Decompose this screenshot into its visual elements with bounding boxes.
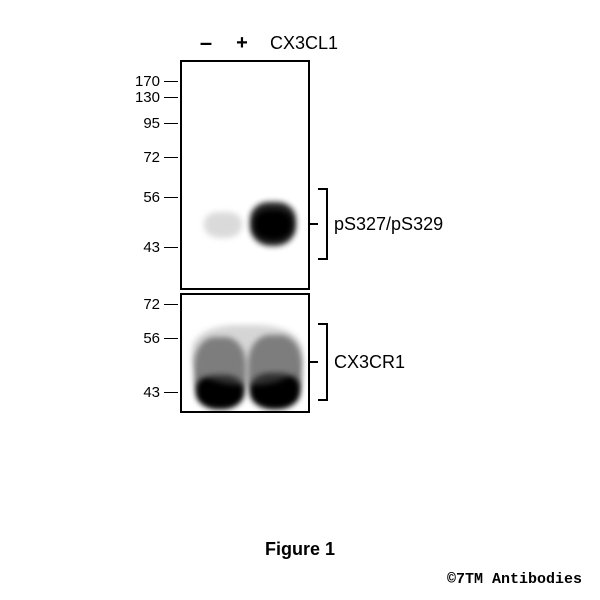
figure-container: – + CX3CL1 pS327/pS329 CX3CR1 1701309572… — [120, 60, 470, 413]
mw-tick — [164, 247, 178, 249]
side-label-total: CX3CR1 — [310, 323, 405, 401]
blot-band — [192, 325, 302, 385]
mw-tick — [164, 97, 178, 99]
phospho-label-text: pS327/pS329 — [334, 214, 443, 235]
mw-tick — [164, 157, 178, 159]
bracket-stub — [310, 361, 318, 363]
mw-value: 43 — [132, 239, 160, 256]
mw-value: 95 — [132, 115, 160, 132]
mw-value: 130 — [132, 89, 160, 106]
mw-value: 72 — [132, 149, 160, 166]
mw-tick — [164, 123, 178, 125]
total-label-text: CX3CR1 — [334, 352, 405, 373]
mw-marker: 56 — [132, 189, 178, 206]
mw-value: 72 — [132, 296, 160, 313]
bracket — [318, 323, 328, 401]
blot-band — [254, 210, 292, 240]
mw-value: 43 — [132, 384, 160, 401]
mw-tick — [164, 81, 178, 83]
mw-marker: 43 — [132, 239, 178, 256]
mw-marker: 170 — [132, 73, 178, 90]
treatment-header: – + CX3CL1 — [188, 30, 338, 56]
mw-marker: 95 — [132, 115, 178, 132]
mw-marker: 56 — [132, 330, 178, 347]
side-label-phospho: pS327/pS329 — [310, 188, 443, 260]
blot-panel-phospho — [180, 60, 310, 290]
attribution-text: ©7TM Antibodies — [447, 571, 582, 588]
mw-marker: 72 — [132, 296, 178, 313]
mw-tick — [164, 304, 178, 306]
mw-marker: 130 — [132, 89, 178, 106]
treatment-name: CX3CL1 — [270, 33, 338, 54]
blot-band — [204, 212, 242, 238]
mw-value: 56 — [132, 330, 160, 347]
figure-caption: Figure 1 — [0, 539, 600, 560]
mw-tick — [164, 338, 178, 340]
minus-lane-label: – — [188, 30, 224, 56]
mw-marker: 43 — [132, 384, 178, 401]
mw-value: 56 — [132, 189, 160, 206]
blot-panel-total — [180, 293, 310, 413]
mw-value: 170 — [132, 73, 160, 90]
mw-marker: 72 — [132, 149, 178, 166]
mw-tick — [164, 197, 178, 199]
mw-tick — [164, 392, 178, 394]
bracket — [318, 188, 328, 260]
plus-lane-label: + — [224, 32, 260, 55]
bracket-stub — [310, 223, 318, 225]
